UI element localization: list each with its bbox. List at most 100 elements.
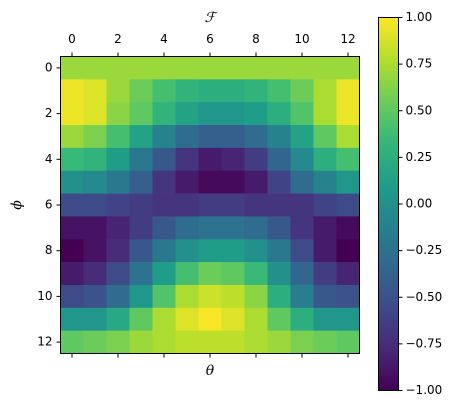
x-tick-label: 0 bbox=[68, 32, 76, 46]
cell bbox=[244, 170, 268, 194]
cell bbox=[106, 56, 130, 80]
cell bbox=[244, 239, 268, 263]
cell bbox=[313, 125, 337, 149]
cell bbox=[221, 79, 245, 103]
cell bbox=[152, 216, 176, 240]
cell bbox=[60, 170, 84, 194]
cell bbox=[129, 56, 153, 80]
cell bbox=[83, 239, 107, 263]
cell bbox=[152, 56, 176, 80]
cell bbox=[106, 330, 130, 354]
cell bbox=[83, 79, 107, 103]
cell bbox=[290, 125, 314, 149]
y-tick-label: 12 bbox=[37, 335, 52, 349]
cell bbox=[336, 125, 360, 149]
cell bbox=[106, 79, 130, 103]
cell bbox=[313, 56, 337, 80]
cell bbox=[152, 330, 176, 354]
cell bbox=[60, 239, 84, 263]
cell bbox=[60, 216, 84, 240]
cell bbox=[198, 56, 222, 80]
cell bbox=[290, 102, 314, 126]
cell bbox=[313, 79, 337, 103]
cell bbox=[129, 262, 153, 286]
cell bbox=[313, 262, 337, 286]
y-tick-label: 8 bbox=[45, 243, 53, 257]
cell bbox=[152, 262, 176, 286]
cell bbox=[244, 56, 268, 80]
y-axis-label: ϕ bbox=[9, 200, 25, 210]
cell bbox=[83, 307, 107, 331]
cell bbox=[198, 216, 222, 240]
cell bbox=[336, 284, 360, 309]
cell bbox=[106, 262, 130, 286]
cell bbox=[198, 170, 222, 194]
cell bbox=[83, 216, 107, 240]
cell bbox=[221, 216, 245, 240]
cell bbox=[129, 125, 153, 149]
cell bbox=[336, 147, 360, 172]
cell bbox=[221, 330, 245, 354]
cell bbox=[175, 56, 199, 80]
cell bbox=[221, 147, 245, 172]
x-tick-label: 10 bbox=[294, 32, 309, 46]
cell bbox=[198, 262, 222, 286]
cell bbox=[152, 193, 176, 217]
cell bbox=[175, 79, 199, 103]
cell bbox=[152, 125, 176, 149]
cell bbox=[106, 216, 130, 240]
cell bbox=[129, 216, 153, 240]
cell bbox=[83, 262, 107, 286]
cell bbox=[290, 239, 314, 263]
cell bbox=[152, 307, 176, 331]
cell bbox=[175, 262, 199, 286]
cell bbox=[313, 193, 337, 217]
cell bbox=[198, 193, 222, 217]
x-tick-label: 4 bbox=[160, 32, 168, 46]
colorbar bbox=[378, 17, 399, 391]
cell bbox=[175, 125, 199, 149]
cell bbox=[129, 307, 153, 331]
colorbar-tick-label: −0.75 bbox=[406, 336, 443, 350]
cell bbox=[221, 193, 245, 217]
colorbar-tick-label: −0.25 bbox=[406, 243, 443, 257]
cell bbox=[244, 125, 268, 149]
cell bbox=[83, 102, 107, 126]
cell bbox=[221, 102, 245, 126]
cell bbox=[221, 239, 245, 263]
cell bbox=[152, 102, 176, 126]
x-axis-label: θ bbox=[206, 363, 215, 379]
cell bbox=[267, 216, 291, 240]
cell bbox=[267, 147, 291, 172]
cell bbox=[129, 330, 153, 354]
cell bbox=[83, 125, 107, 149]
cell bbox=[106, 284, 130, 309]
colorbar-tick-label: 0.00 bbox=[406, 197, 433, 211]
cell bbox=[290, 79, 314, 103]
cell bbox=[313, 330, 337, 354]
colorbar-tick-label: 0.75 bbox=[406, 57, 433, 71]
cell bbox=[313, 102, 337, 126]
cell bbox=[175, 216, 199, 240]
cell bbox=[198, 147, 222, 172]
cell bbox=[129, 79, 153, 103]
cell bbox=[221, 284, 245, 309]
cell bbox=[175, 330, 199, 354]
colorbar-tick-label: 1.00 bbox=[406, 10, 433, 24]
cell bbox=[244, 262, 268, 286]
cell bbox=[244, 307, 268, 331]
cell bbox=[244, 193, 268, 217]
cell bbox=[313, 307, 337, 331]
cell bbox=[198, 125, 222, 149]
colorbar-tick-label: −1.00 bbox=[406, 383, 443, 397]
cell bbox=[244, 79, 268, 103]
cell bbox=[267, 239, 291, 263]
cell bbox=[244, 147, 268, 172]
cell bbox=[83, 170, 107, 194]
cell bbox=[313, 216, 337, 240]
cell bbox=[221, 125, 245, 149]
x-tick-label: 12 bbox=[340, 32, 355, 46]
cell bbox=[129, 239, 153, 263]
cell bbox=[175, 170, 199, 194]
